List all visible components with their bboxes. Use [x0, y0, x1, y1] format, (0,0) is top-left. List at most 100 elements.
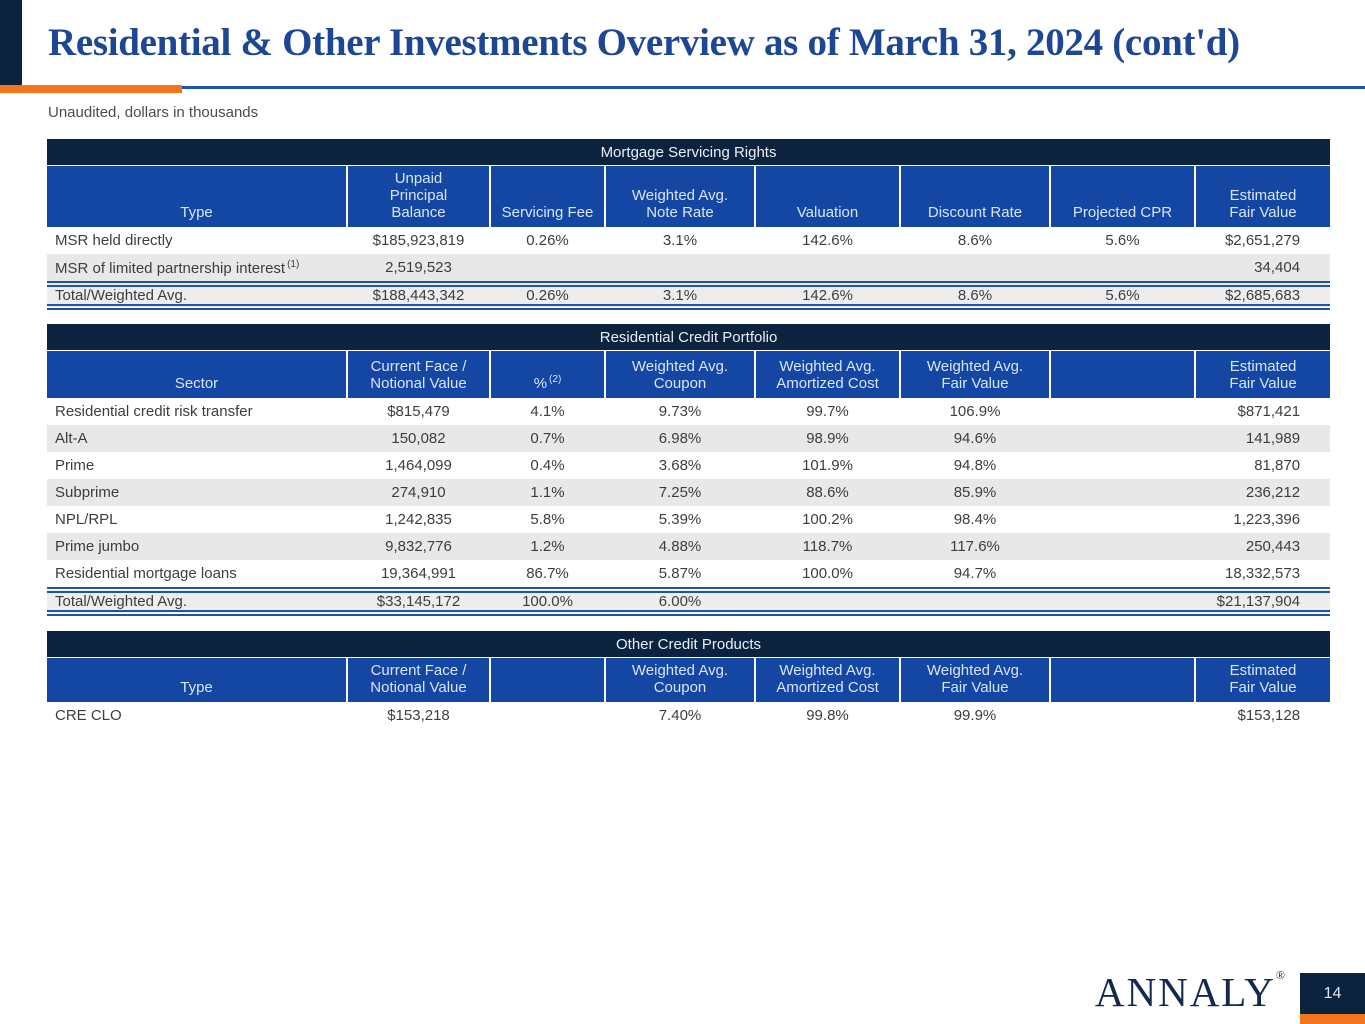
table-cell: 6.00% [605, 586, 755, 616]
table-cell [1050, 505, 1195, 533]
table-cell: 1.1% [490, 478, 605, 506]
table-cell: 99.9% [900, 702, 1050, 729]
table-cell: 1,223,396 [1195, 505, 1331, 533]
table-cell [1050, 559, 1195, 590]
column-header: Unpaid Principal Balance [346, 165, 490, 227]
registered-mark: ® [1275, 968, 1285, 982]
table-row: Residential credit risk transfer $815,479… [47, 397, 1331, 425]
table-cell: $153,218 [347, 702, 490, 729]
table-band-title: Mortgage Servicing Rights [47, 139, 1331, 166]
column-header: Estimated Fair Value [1193, 657, 1331, 702]
table-cell: Total/Weighted Avg. [47, 281, 347, 310]
residential-credit-portfolio-table: Residential Credit Portfolio Sector Curren… [47, 324, 1331, 616]
table-cell: 100.2% [755, 505, 900, 533]
table-cell: 5.6% [1050, 281, 1195, 310]
column-header: Servicing Fee [489, 165, 605, 227]
column-header: Weighted Avg. Amortized Cost [754, 350, 900, 398]
table-cell: 99.8% [755, 702, 900, 729]
table-cell: 98.9% [755, 424, 900, 452]
total-row: Total/Weighted Avg. $188,443,342 0.26% 3.1%… [47, 281, 1331, 310]
column-header: Sector [47, 350, 347, 398]
table-cell: 250,443 [1195, 532, 1331, 560]
column-header: Weighted Avg. Fair Value [899, 657, 1050, 702]
table-cell: 0.26% [490, 281, 605, 310]
column-header: Type [47, 165, 347, 227]
column-header: Valuation [754, 165, 900, 227]
title-underline-blue [0, 86, 1365, 89]
table-cell: $2,651,279 [1195, 227, 1331, 254]
table-band-title: Residential Credit Portfolio [47, 324, 1331, 351]
table-cell: 81,870 [1195, 451, 1331, 479]
table-row: Residential mortgage loans 19,364,991 86.7… [47, 559, 1331, 590]
table-cell: 150,082 [347, 424, 490, 452]
table-cell: 117.6% [900, 532, 1050, 560]
total-row: Total/Weighted Avg. $33,145,172 100.0% 6.00… [47, 586, 1331, 616]
table-row: Prime jumbo 9,832,776 1.2% 4.88% 118.7% 117.6… [47, 532, 1331, 560]
table-cell: 34,404 [1195, 254, 1331, 284]
table-cell: 142.6% [755, 227, 900, 254]
table-cell: 5.39% [605, 505, 755, 533]
page-number: 14 [1323, 984, 1342, 1002]
table-cell: 4.1% [490, 397, 605, 425]
table-cell [1050, 532, 1195, 560]
table-cell: $153,128 [1195, 702, 1331, 729]
column-header: Estimated Fair Value [1193, 350, 1331, 398]
table-cell: NPL/RPL [47, 505, 347, 533]
column-header [1049, 350, 1195, 398]
table-cell: 100.0% [490, 586, 605, 616]
table-cell: 86.7% [490, 559, 605, 590]
column-header: Discount Rate [899, 165, 1050, 227]
table-cell: 100.0% [755, 559, 900, 590]
table-cell: 94.6% [900, 424, 1050, 452]
table-cell: 8.6% [900, 281, 1050, 310]
title-underline-orange [0, 85, 182, 93]
column-header: Type [47, 657, 347, 702]
table-cell [490, 702, 605, 729]
mortgage-servicing-rights-table: Mortgage Servicing Rights Type Unpaid Prin… [47, 139, 1331, 310]
table-cell: 141,989 [1195, 424, 1331, 452]
table-cell: 4.88% [605, 532, 755, 560]
table-cell: 8.6% [900, 227, 1050, 254]
table-cell: 106.9% [900, 397, 1050, 425]
table-cell: 142.6% [755, 281, 900, 310]
table-cell: 19,364,991 [347, 559, 490, 590]
column-header: Estimated Fair Value [1193, 165, 1331, 227]
table-cell: 101.9% [755, 451, 900, 479]
table-cell: 3.68% [605, 451, 755, 479]
footnote-marker: (1) [287, 258, 300, 270]
column-header: Projected CPR [1049, 165, 1195, 227]
table-cell [1050, 451, 1195, 479]
column-header [1049, 657, 1195, 702]
table-cell: 94.7% [900, 559, 1050, 590]
left-accent-bar [0, 0, 22, 86]
subtitle-note: Unaudited, dollars in thousands [48, 104, 259, 121]
table-cell [900, 254, 1050, 284]
table-cell: Subprime [47, 478, 347, 506]
table-row: MSR of limited partnership interest (1) 2,… [47, 254, 1331, 284]
table-cell: 1,242,835 [347, 505, 490, 533]
table-cell: 18,332,573 [1195, 559, 1331, 590]
table-cell: 3.1% [605, 227, 755, 254]
table-cell: 5.6% [1050, 227, 1195, 254]
table-cell: MSR held directly [47, 227, 347, 254]
table-cell: $33,145,172 [347, 586, 490, 616]
table-cell: 94.8% [900, 451, 1050, 479]
column-header: Weighted Avg. Fair Value [899, 350, 1050, 398]
table-cell: 0.7% [490, 424, 605, 452]
table-cell: 2,519,523 [347, 254, 490, 284]
column-header: Current Face / Notional Value [346, 350, 490, 398]
table-cell [1050, 702, 1195, 729]
table-cell [755, 254, 900, 284]
table-cell: Residential mortgage loans [47, 559, 347, 590]
column-header: Current Face / Notional Value [346, 657, 490, 702]
table-cell: 6.98% [605, 424, 755, 452]
column-header: Weighted Avg. Coupon [604, 657, 755, 702]
table-cell: CRE CLO [47, 702, 347, 729]
table-cell: 98.4% [900, 505, 1050, 533]
table-cell: $815,479 [347, 397, 490, 425]
table-cell: 1,464,099 [347, 451, 490, 479]
table-cell: 274,910 [347, 478, 490, 506]
table-row: Alt-A 150,082 0.7% 6.98% 98.9% 94.6% 141,989 [47, 424, 1331, 452]
table-cell: Prime [47, 451, 347, 479]
other-credit-products-table: Other Credit Products Type Current Face / … [47, 631, 1331, 729]
